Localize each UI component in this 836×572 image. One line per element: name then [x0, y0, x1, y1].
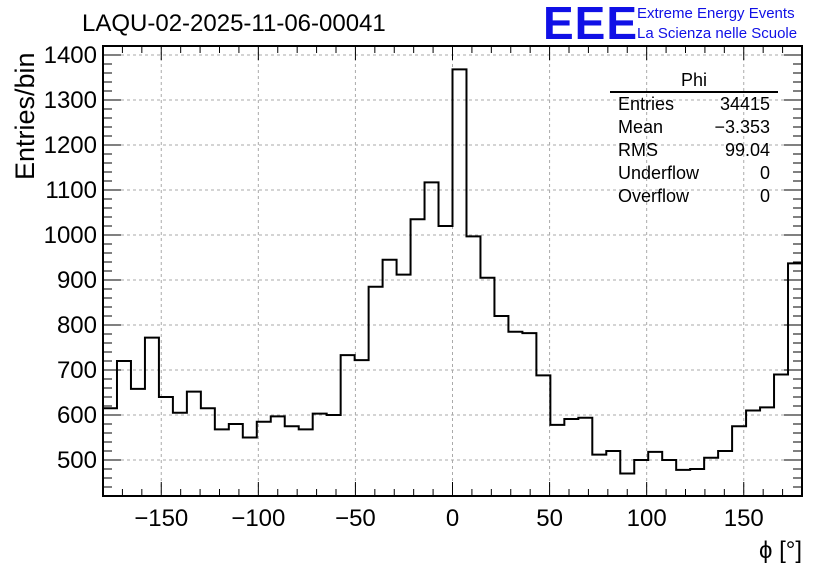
histogram-series [102, 68, 802, 496]
stats-box: Phi Entries 34415 Mean −3.353 RMS 99.04 Und… [610, 70, 778, 208]
y-axis-label: Entries/bin [10, 52, 40, 180]
y-tick-label: 1400 [44, 42, 97, 69]
logo-line-2: La Scienza nelle Scuole [637, 25, 798, 42]
plot-frame [102, 45, 803, 497]
stats-value: 0 [759, 186, 770, 206]
stats-label: RMS [618, 140, 658, 160]
logo-line-1: Extreme Energy Events [637, 5, 795, 22]
y-tick-labels: 500 600 700 800 900 1000 1100 1200 1300 1400 [44, 42, 97, 474]
stats-value: 34415 [719, 94, 770, 114]
x-tick-label: 150 [724, 505, 764, 532]
stats-row-mean: Mean −3.353 [610, 116, 778, 139]
y-tick-label: 1300 [44, 87, 97, 114]
y-tick-label: 700 [57, 357, 97, 384]
stats-title: Phi [610, 70, 778, 93]
logo-caption: Extreme Energy Events La Scienza nelle S… [637, 4, 797, 44]
stats-row-entries: Entries 34415 [610, 93, 778, 116]
stats-label: Overflow [618, 186, 690, 206]
stats-value: 99.04 [724, 140, 770, 160]
stats-value: −3.353 [714, 117, 770, 137]
x-tick-label: 50 [536, 505, 563, 532]
y-tick-label: 900 [57, 267, 97, 294]
y-tick-label: 500 [57, 447, 97, 474]
y-tick-label: 800 [57, 312, 97, 339]
stats-value: 0 [759, 163, 770, 183]
stats-row-rms: RMS 99.04 [610, 139, 778, 162]
stats-label: Underflow [618, 163, 700, 183]
y-tick-label: 1200 [44, 132, 97, 159]
eee-logo: EEE [543, 0, 639, 49]
y-tick-label: 600 [57, 402, 97, 429]
stats-label: Entries [618, 94, 675, 114]
x-tick-label: −150 [134, 505, 188, 532]
major-ticks [103, 46, 802, 496]
x-tick-label: −50 [335, 505, 376, 532]
stats-row-overflow: Overflow 0 [610, 185, 778, 208]
histogram-step-line [102, 68, 802, 496]
x-tick-label: −100 [231, 505, 285, 532]
x-tick-label: 0 [446, 505, 459, 532]
plot-title: LAQU-02-2025-11-06-00041 [82, 10, 386, 37]
stats-label: Mean [618, 117, 664, 137]
stats-row-underflow: Underflow 0 [610, 162, 778, 185]
x-tick-labels: −150 −100 −50 0 50 100 150 [134, 505, 764, 532]
y-tick-label: 1000 [44, 222, 97, 249]
x-tick-label: 100 [627, 505, 667, 532]
y-tick-label: 1100 [45, 177, 97, 204]
x-axis-label: ϕ [°] [759, 537, 802, 564]
